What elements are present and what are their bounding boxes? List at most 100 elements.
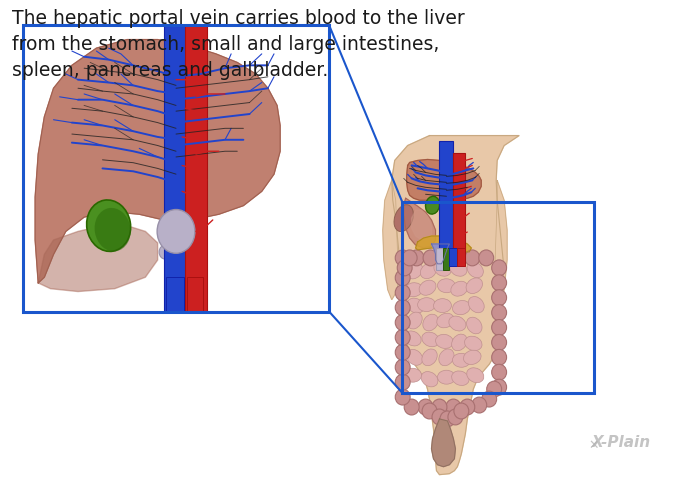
- Ellipse shape: [432, 399, 447, 415]
- Ellipse shape: [491, 260, 507, 276]
- Ellipse shape: [421, 263, 437, 279]
- Ellipse shape: [437, 250, 452, 266]
- Ellipse shape: [472, 397, 486, 413]
- Ellipse shape: [446, 399, 461, 415]
- Bar: [166, 277, 184, 312]
- Ellipse shape: [397, 260, 412, 276]
- Ellipse shape: [395, 360, 410, 375]
- Ellipse shape: [491, 349, 507, 365]
- Text: ✕: ✕: [588, 439, 598, 452]
- Ellipse shape: [466, 317, 482, 334]
- Ellipse shape: [448, 409, 463, 425]
- Ellipse shape: [491, 275, 507, 291]
- Text: The hepatic portal vein carries blood to the liver
from the stomach, small and l: The hepatic portal vein carries blood to…: [12, 9, 465, 80]
- Bar: [402, 202, 594, 393]
- Ellipse shape: [438, 370, 456, 384]
- Ellipse shape: [438, 279, 456, 293]
- Ellipse shape: [452, 300, 470, 315]
- Ellipse shape: [491, 305, 507, 321]
- Ellipse shape: [491, 379, 507, 395]
- Bar: [440, 141, 454, 260]
- Ellipse shape: [395, 389, 410, 405]
- Ellipse shape: [450, 262, 467, 276]
- Ellipse shape: [452, 334, 467, 351]
- Ellipse shape: [423, 250, 438, 266]
- Ellipse shape: [410, 250, 424, 266]
- Ellipse shape: [440, 411, 455, 427]
- Ellipse shape: [491, 335, 507, 350]
- Bar: [449, 248, 457, 266]
- Ellipse shape: [395, 344, 410, 360]
- Ellipse shape: [421, 372, 438, 387]
- Ellipse shape: [486, 381, 502, 397]
- Ellipse shape: [87, 200, 131, 252]
- Ellipse shape: [394, 204, 413, 231]
- Ellipse shape: [395, 374, 410, 390]
- Ellipse shape: [395, 250, 410, 266]
- Ellipse shape: [439, 349, 454, 366]
- Ellipse shape: [395, 314, 410, 330]
- Ellipse shape: [491, 320, 507, 336]
- Ellipse shape: [395, 300, 410, 315]
- Ellipse shape: [491, 364, 507, 380]
- Ellipse shape: [452, 353, 470, 367]
- Ellipse shape: [422, 349, 438, 366]
- Polygon shape: [383, 180, 398, 300]
- Ellipse shape: [404, 368, 421, 382]
- Ellipse shape: [437, 313, 454, 328]
- Ellipse shape: [433, 299, 452, 312]
- Ellipse shape: [435, 335, 454, 348]
- Polygon shape: [404, 198, 435, 248]
- Ellipse shape: [460, 399, 475, 415]
- Ellipse shape: [395, 270, 410, 286]
- Ellipse shape: [465, 250, 480, 266]
- Ellipse shape: [395, 285, 410, 300]
- Ellipse shape: [395, 329, 410, 346]
- Ellipse shape: [466, 278, 482, 294]
- Ellipse shape: [405, 283, 423, 297]
- Ellipse shape: [463, 350, 481, 364]
- Polygon shape: [495, 180, 507, 300]
- Ellipse shape: [479, 250, 493, 266]
- Polygon shape: [416, 236, 471, 252]
- Ellipse shape: [404, 399, 419, 415]
- Ellipse shape: [170, 248, 182, 262]
- Ellipse shape: [491, 290, 507, 306]
- Bar: [444, 248, 449, 270]
- Ellipse shape: [404, 331, 421, 346]
- Polygon shape: [431, 419, 456, 467]
- Bar: [457, 248, 466, 266]
- Bar: [185, 25, 207, 312]
- Ellipse shape: [468, 297, 484, 312]
- Polygon shape: [412, 210, 431, 240]
- Ellipse shape: [482, 391, 496, 407]
- Bar: [187, 277, 203, 312]
- Ellipse shape: [426, 196, 440, 214]
- Polygon shape: [35, 39, 280, 283]
- Ellipse shape: [454, 403, 469, 419]
- Bar: [23, 25, 329, 312]
- Ellipse shape: [422, 403, 437, 419]
- Ellipse shape: [451, 250, 466, 266]
- Ellipse shape: [451, 281, 468, 296]
- Ellipse shape: [402, 250, 417, 266]
- Polygon shape: [407, 159, 481, 200]
- Bar: [454, 153, 466, 260]
- Polygon shape: [38, 226, 158, 291]
- Ellipse shape: [418, 298, 435, 312]
- Text: X-Plain: X-Plain: [592, 434, 651, 450]
- Ellipse shape: [407, 349, 423, 365]
- Ellipse shape: [407, 298, 424, 313]
- Ellipse shape: [422, 332, 439, 347]
- Ellipse shape: [418, 399, 433, 415]
- Ellipse shape: [94, 208, 131, 252]
- Bar: [164, 25, 186, 312]
- Ellipse shape: [465, 336, 482, 350]
- Ellipse shape: [157, 210, 195, 253]
- Ellipse shape: [449, 316, 466, 331]
- Ellipse shape: [467, 262, 484, 278]
- Ellipse shape: [407, 312, 422, 329]
- Ellipse shape: [423, 314, 438, 331]
- Polygon shape: [392, 136, 519, 475]
- Polygon shape: [431, 244, 449, 264]
